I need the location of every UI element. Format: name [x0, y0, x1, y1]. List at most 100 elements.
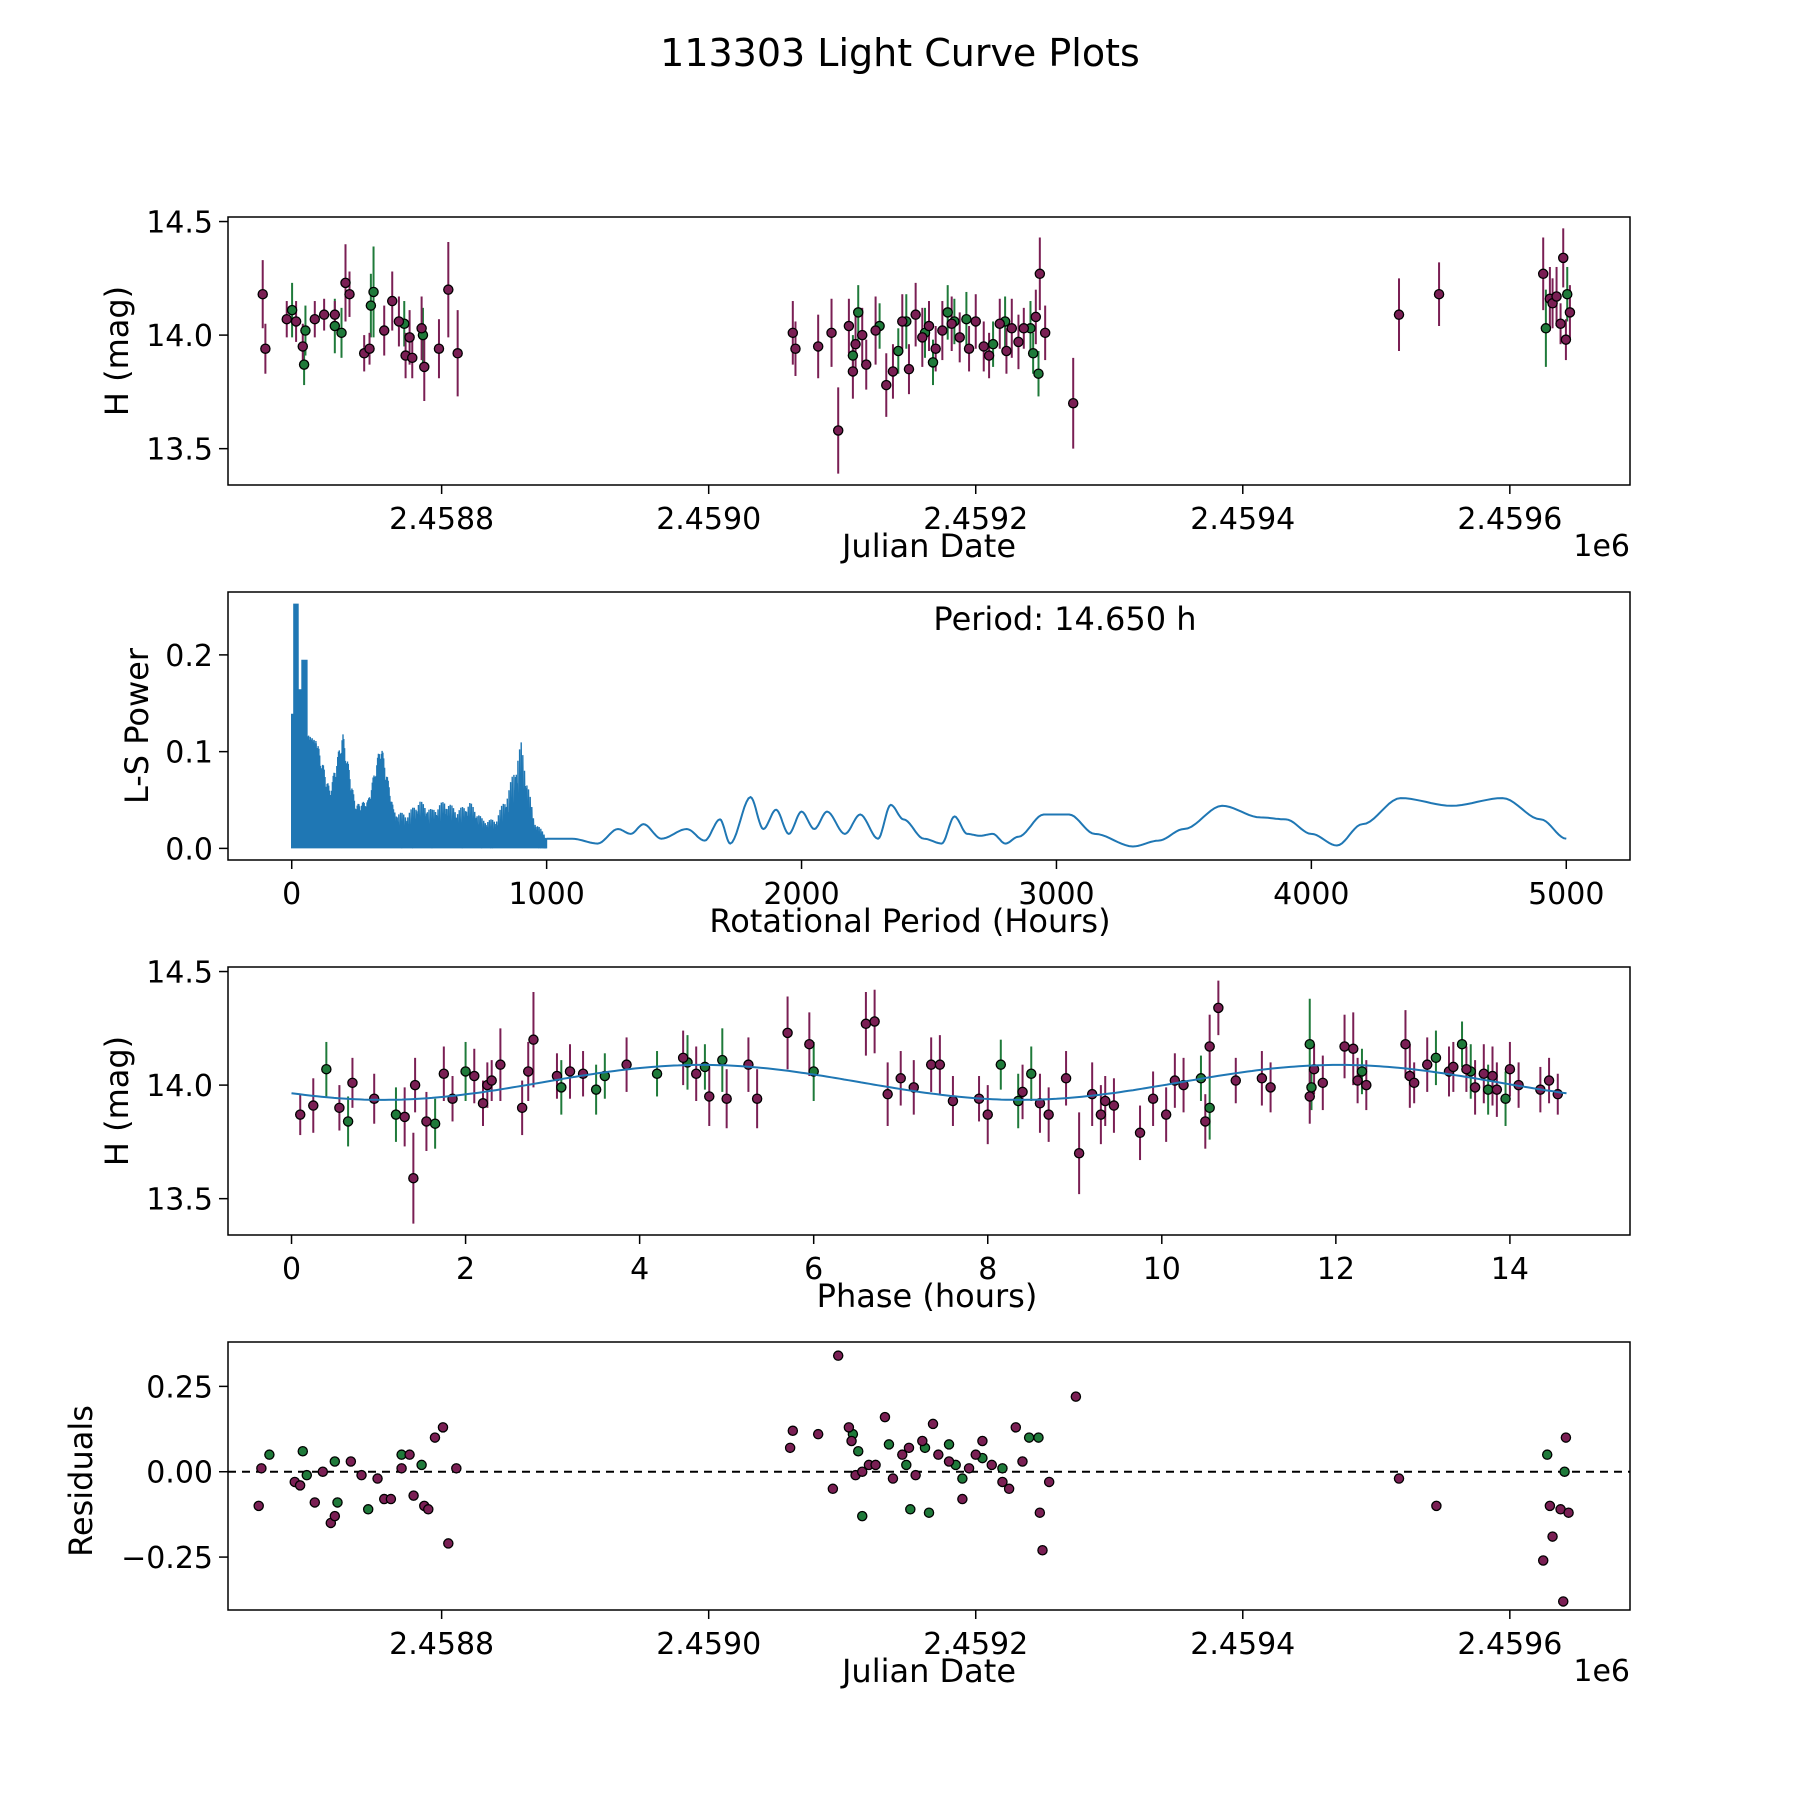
data-point-r [982, 1109, 993, 1120]
y-tick-label: 14.5 [146, 206, 213, 241]
data-point-r [408, 1172, 419, 1184]
fourier-model-curve [291, 1063, 1567, 1101]
residual-point-r [429, 1432, 441, 1443]
data-point-r [443, 284, 454, 295]
data-point-r [309, 313, 321, 325]
residual-point-r [356, 1469, 367, 1481]
data-point-r [329, 309, 341, 320]
periodogram-panel: 0 1000 2000 3000 4000 5000 0.0 0.1 0.2 Period: … [118, 591, 1631, 940]
residual-point-g [943, 1439, 955, 1450]
data-point-r [347, 1077, 358, 1089]
light-curve-axes-frame [227, 216, 1631, 486]
data-point-r [787, 327, 799, 339]
residual-point-g [883, 1439, 895, 1450]
light-curve-x-ticks: 2.4588 2.4590 2.4592 2.4594 2.4596 [389, 485, 1562, 537]
data-point-r [621, 1059, 632, 1070]
data-point-r [1469, 1082, 1481, 1093]
data-point-r [452, 348, 463, 359]
data-point-r [1433, 288, 1445, 300]
residual-point-r [1393, 1473, 1405, 1484]
data-point-r [983, 350, 995, 361]
x-tick-label: 2 [456, 1252, 475, 1287]
residual-point-r [1544, 1500, 1556, 1512]
data-point-r [378, 325, 390, 336]
residual-point-r [1537, 1555, 1549, 1566]
residual-point-g [997, 1463, 1008, 1474]
data-point-r [1265, 1082, 1276, 1093]
data-point-r [1564, 307, 1576, 318]
data-point-g [852, 307, 864, 318]
data-point-r [564, 1066, 576, 1077]
data-point-r [386, 295, 398, 307]
data-point-r [843, 320, 855, 332]
data-point-r [1017, 1086, 1028, 1098]
data-point-r [1060, 1073, 1072, 1084]
x-tick-label: 2.4588 [389, 1627, 494, 1662]
data-point-r [1134, 1127, 1146, 1139]
data-point-r [826, 327, 837, 339]
residuals-y-label: Residuals [62, 1405, 100, 1557]
data-point-r [469, 1070, 480, 1082]
residuals-y-ticks: −0.25 0.00 0.25 [121, 1370, 228, 1576]
periodogram-smooth-trace [546, 795, 1567, 848]
residual-point-g [329, 1456, 341, 1467]
x-tick-label: 1000 [508, 877, 584, 912]
data-point-r [978, 341, 989, 352]
data-point-r [421, 1116, 432, 1127]
residual-point-r [1017, 1456, 1028, 1467]
residual-point-r [329, 1510, 341, 1522]
data-point-g [300, 325, 311, 336]
residual-point-r [997, 1476, 1008, 1488]
residual-point-r [1034, 1507, 1046, 1518]
data-point-r [1034, 268, 1046, 280]
data-point-r [970, 316, 981, 327]
figure-title: 113303 Light Curve Plots [660, 31, 1140, 75]
data-point-r [947, 1095, 959, 1107]
data-point-r [1361, 1079, 1372, 1091]
data-point-r [1039, 327, 1051, 339]
data-point-r [860, 1018, 872, 1030]
data-point-r [910, 309, 921, 320]
residual-point-r [1560, 1432, 1572, 1443]
residual-point-r [1037, 1545, 1048, 1556]
residual-point-r [927, 1418, 939, 1430]
residual-point-r [957, 1493, 968, 1505]
data-point-r [438, 1068, 450, 1079]
data-point-r [281, 313, 293, 325]
data-point-r [812, 341, 824, 352]
residual-point-r [846, 1435, 857, 1447]
light-curve-x-label: Julian Date [840, 527, 1016, 565]
residual-point-r [451, 1463, 462, 1474]
residual-point-g [1033, 1432, 1044, 1443]
data-point-r [1073, 1147, 1085, 1159]
data-point-r [963, 343, 975, 354]
data-point-g [1306, 1082, 1317, 1093]
residual-point-g [362, 1504, 374, 1515]
data-point-r [1400, 1038, 1411, 1050]
data-point-r [340, 277, 351, 289]
data-point-r [790, 343, 801, 354]
data-point-r [1448, 1061, 1459, 1073]
x-tick-label: 5000 [1528, 877, 1604, 912]
y-tick-label: 0.1 [165, 736, 213, 771]
data-point-g [590, 1084, 602, 1095]
residuals-panel: 2.4588 2.4590 2.4592 2.4594 2.4596 −0.25 0.00… [62, 1341, 1631, 1690]
y-tick-label: 0.0 [165, 832, 213, 867]
data-point-r [930, 343, 941, 354]
data-point-r [516, 1102, 528, 1114]
data-point-r [751, 1093, 763, 1104]
data-point-r [393, 316, 405, 327]
x-tick-label: 2.4596 [1457, 1627, 1562, 1662]
data-point-r [887, 366, 899, 377]
light-curve-y-ticks: 13.5 14.0 14.5 [146, 206, 228, 468]
residual-point-g [1559, 1466, 1570, 1477]
data-point-g [995, 1059, 1007, 1070]
y-tick-label: 13.5 [146, 433, 213, 468]
residual-point-r [317, 1466, 329, 1477]
data-point-g [298, 359, 310, 370]
data-point-r [1213, 1002, 1224, 1014]
residual-point-r [1003, 1483, 1015, 1495]
residual-point-g [332, 1497, 343, 1508]
data-point-r [407, 352, 418, 364]
periodogram-axes-frame [227, 591, 1631, 861]
